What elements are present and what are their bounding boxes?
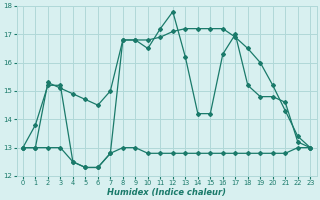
X-axis label: Humidex (Indice chaleur): Humidex (Indice chaleur) (107, 188, 226, 197)
